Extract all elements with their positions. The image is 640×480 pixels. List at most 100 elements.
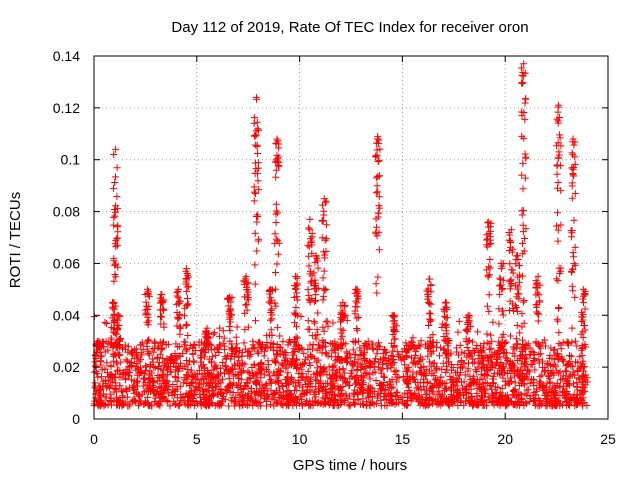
data-point — [285, 401, 293, 409]
data-point — [173, 394, 181, 402]
data-point — [405, 384, 413, 392]
data-point — [497, 259, 505, 267]
data-point — [217, 390, 225, 398]
data-point — [518, 323, 526, 331]
data-point — [368, 399, 376, 407]
data-point — [175, 314, 183, 322]
data-point — [562, 368, 570, 376]
data-point — [94, 373, 102, 381]
data-point — [460, 349, 468, 357]
data-point — [324, 380, 332, 388]
data-point — [426, 334, 434, 342]
data-point — [164, 390, 172, 398]
data-point — [448, 378, 456, 386]
data-point — [135, 392, 143, 400]
data-point — [268, 305, 276, 313]
data-point — [539, 364, 547, 372]
data-point — [245, 369, 253, 377]
data-point — [327, 381, 335, 389]
data-point — [262, 380, 270, 388]
data-point — [498, 384, 506, 392]
data-point — [168, 388, 176, 396]
data-point — [213, 345, 221, 353]
data-point — [129, 382, 137, 390]
data-point — [349, 361, 357, 369]
data-point — [553, 315, 561, 323]
data-point — [392, 399, 400, 407]
data-point — [575, 374, 583, 382]
data-point — [132, 397, 140, 405]
data-point — [333, 367, 341, 375]
data-point — [488, 352, 496, 360]
data-point — [519, 185, 527, 193]
data-point — [499, 363, 507, 371]
data-point — [261, 381, 269, 389]
data-point — [92, 352, 100, 360]
data-point — [334, 354, 342, 362]
data-point — [509, 349, 517, 357]
data-point — [571, 397, 579, 405]
data-point — [481, 389, 489, 397]
data-point — [567, 227, 575, 235]
data-point — [358, 377, 366, 385]
data-point — [108, 375, 116, 383]
data-point — [274, 324, 282, 332]
data-point — [552, 222, 560, 230]
data-point — [337, 401, 345, 409]
data-point — [220, 334, 228, 342]
data-point — [321, 339, 329, 347]
data-point — [322, 221, 330, 229]
data-point — [144, 393, 152, 401]
data-point — [488, 397, 496, 405]
data-point — [495, 369, 503, 377]
data-point — [173, 289, 181, 297]
data-point — [251, 132, 259, 140]
data-point — [302, 389, 310, 397]
data-point — [372, 280, 380, 288]
data-point — [512, 281, 520, 289]
data-point — [114, 317, 122, 325]
data-point — [474, 376, 482, 384]
data-point — [123, 357, 131, 365]
data-point — [374, 392, 382, 400]
data-point — [270, 369, 278, 377]
data-point — [354, 362, 362, 370]
data-point — [116, 382, 124, 390]
data-point — [272, 302, 280, 310]
data-point — [305, 224, 313, 232]
data-point — [442, 337, 449, 345]
plot-frame — [93, 55, 609, 420]
data-point — [477, 365, 485, 373]
data-point — [275, 162, 283, 170]
data-point — [507, 282, 515, 290]
data-point — [117, 334, 125, 342]
data-point — [225, 308, 233, 316]
data-point — [410, 358, 418, 366]
data-point — [433, 401, 441, 409]
data-point — [568, 149, 576, 157]
data-point — [180, 379, 188, 387]
data-point — [151, 338, 159, 346]
data-point — [430, 359, 438, 367]
data-point — [429, 338, 437, 346]
data-point — [395, 374, 403, 382]
data-point — [485, 240, 493, 248]
data-point — [460, 401, 468, 409]
data-point — [347, 369, 355, 377]
data-point — [143, 285, 151, 293]
data-point — [253, 247, 261, 255]
data-point — [551, 346, 559, 354]
y-tick-label: 0.04 — [53, 307, 80, 323]
data-point — [372, 376, 380, 384]
data-point — [140, 400, 148, 408]
data-point — [162, 380, 170, 388]
data-point — [569, 287, 577, 295]
data-point — [289, 396, 297, 404]
data-point — [120, 369, 128, 377]
data-point — [145, 317, 153, 325]
data-point — [376, 343, 384, 351]
data-point — [414, 398, 422, 406]
data-point — [111, 208, 119, 216]
data-point — [536, 379, 544, 387]
data-point — [554, 277, 562, 285]
